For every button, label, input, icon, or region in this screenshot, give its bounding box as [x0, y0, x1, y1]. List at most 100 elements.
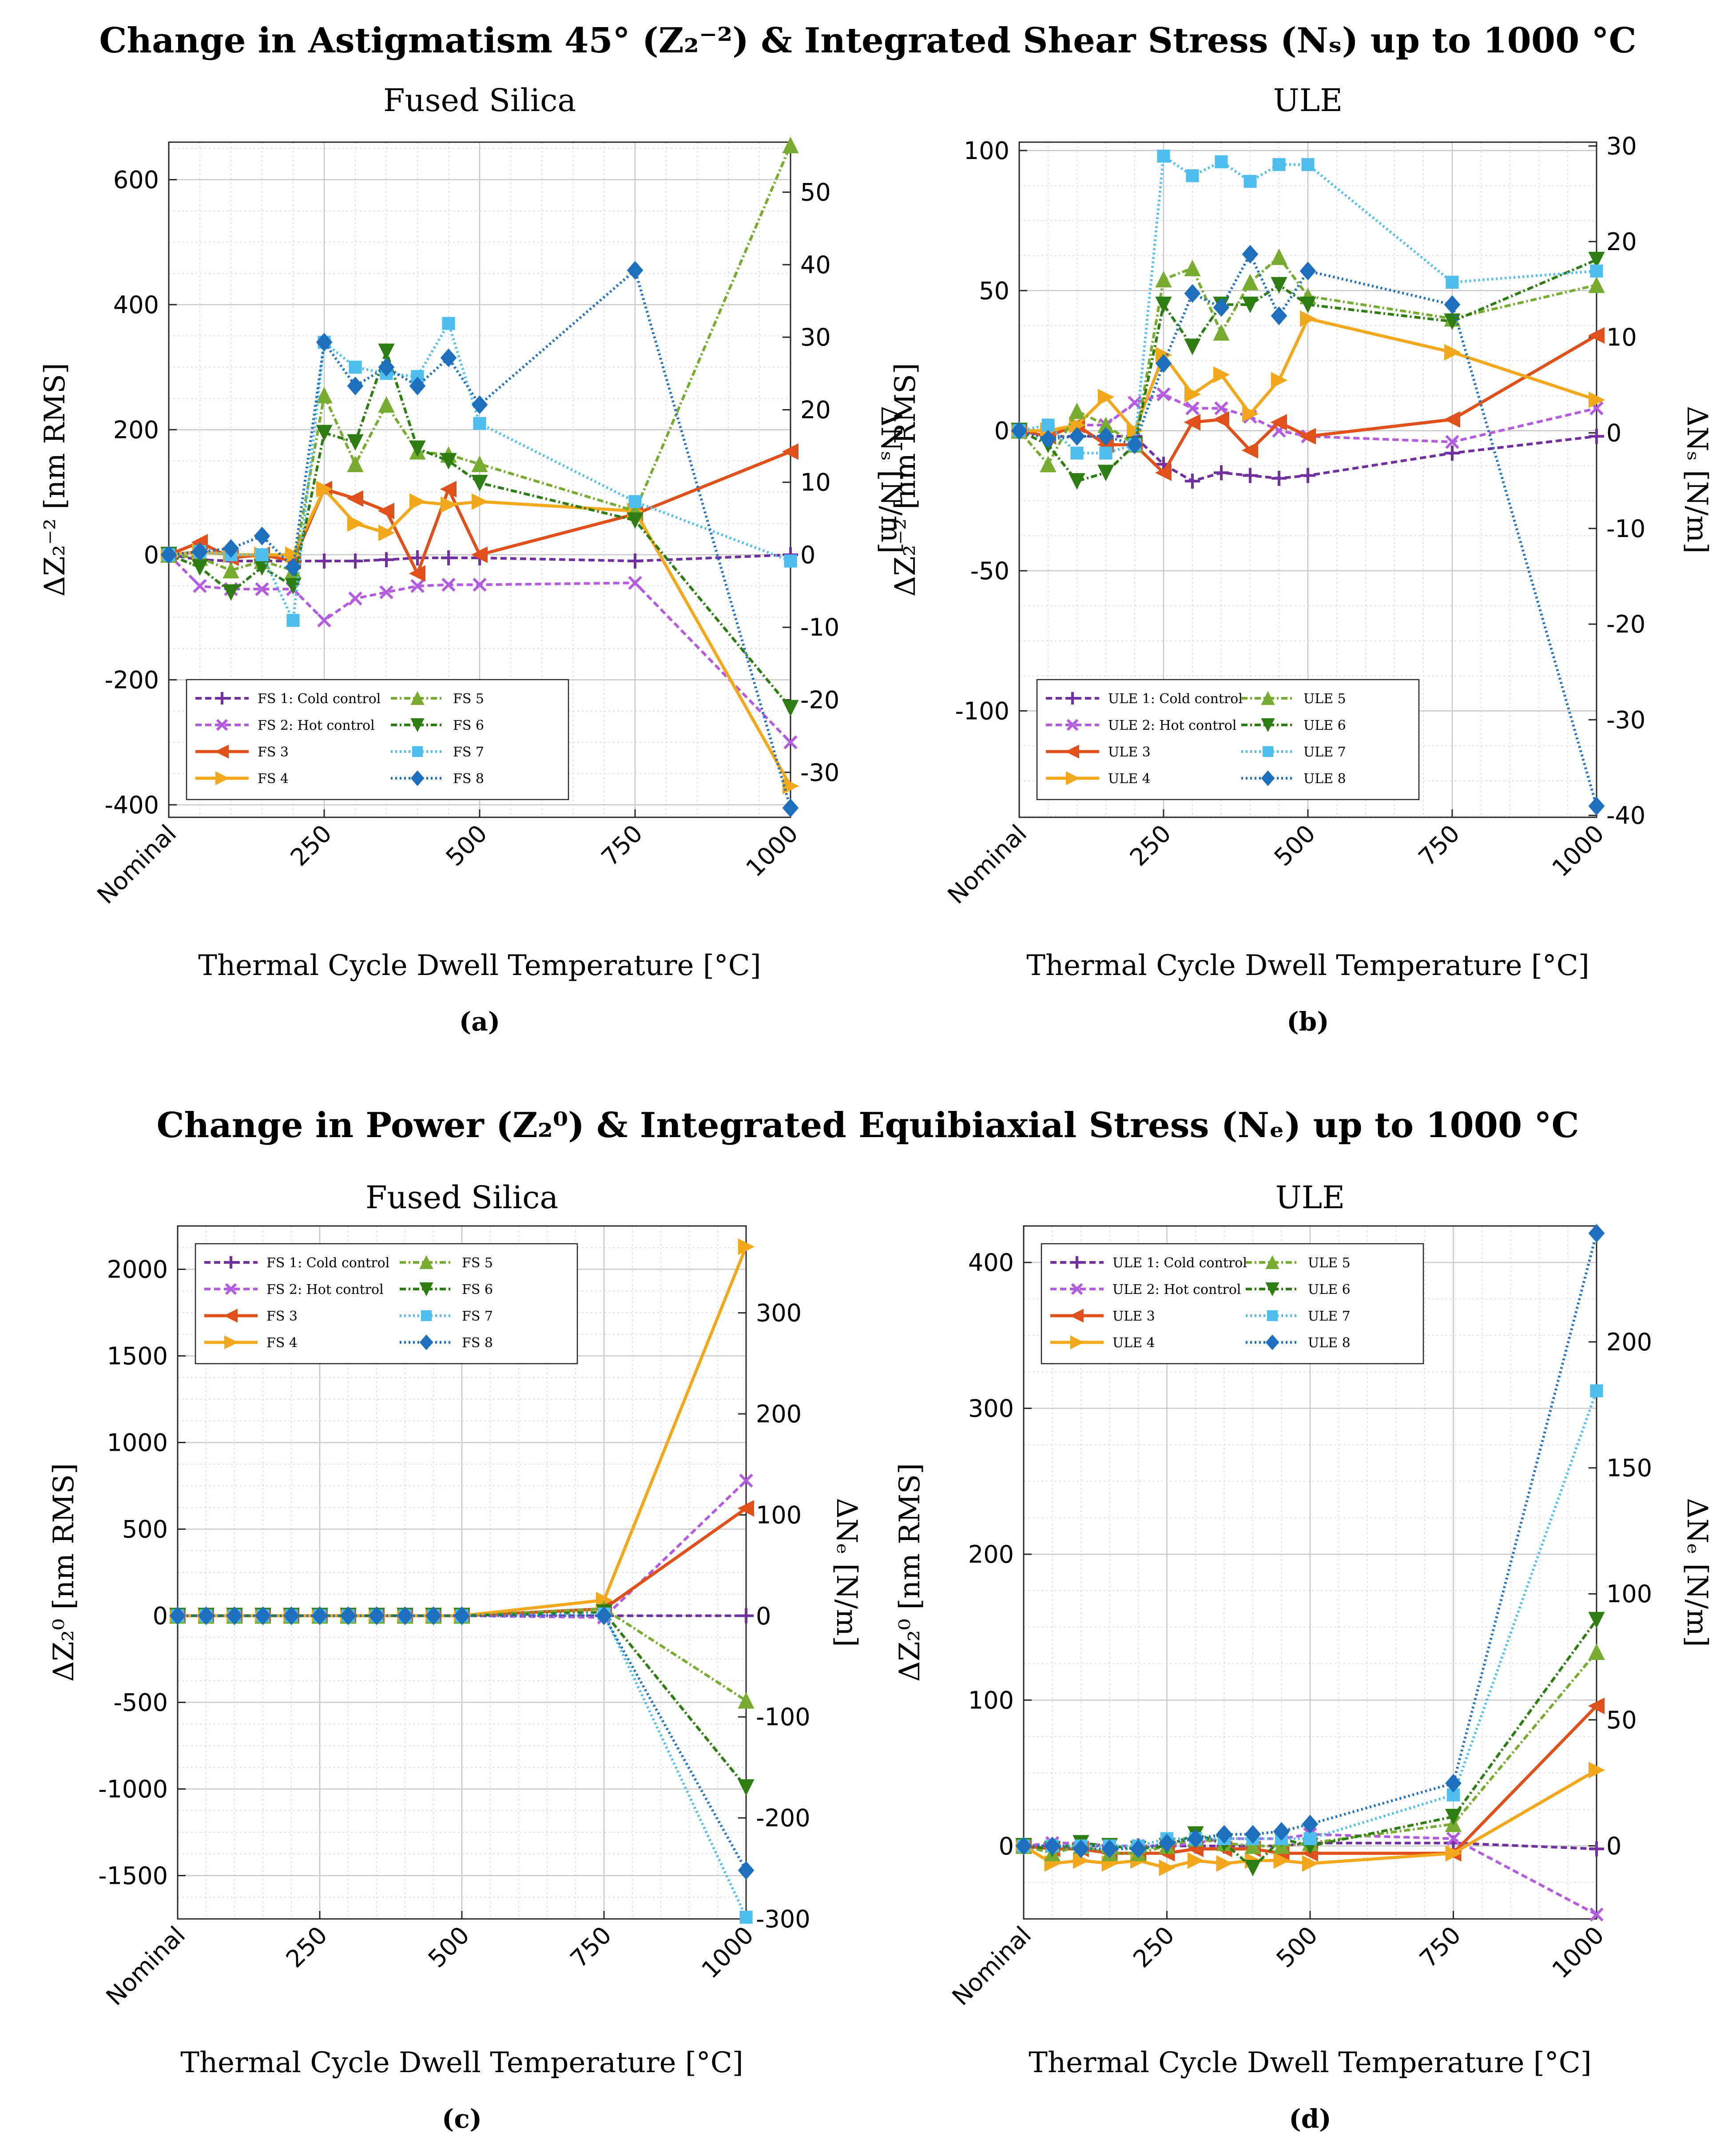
data-point — [348, 591, 362, 606]
y2-tick-label: -300 — [756, 1905, 810, 1933]
y2-tick-label: -10 — [800, 613, 839, 641]
data-point — [738, 1692, 755, 1709]
legend-marker — [421, 1310, 432, 1321]
legend-marker — [419, 1255, 433, 1269]
data-point — [1303, 1832, 1317, 1845]
y-tick-label: -50 — [970, 557, 1009, 585]
y2-tick-label: 20 — [800, 396, 831, 424]
series-6 — [1011, 251, 1605, 490]
legend-box — [186, 679, 569, 800]
data-point — [1097, 465, 1114, 482]
data-point — [782, 136, 799, 154]
data-point — [1299, 296, 1316, 314]
legend-box — [1041, 1243, 1424, 1365]
data-point — [628, 495, 642, 508]
series-8 — [1011, 245, 1605, 816]
data-point — [1044, 1836, 1061, 1855]
legend-entry: FS 1: Cold control — [258, 691, 381, 707]
data-point — [346, 490, 363, 507]
y2-tick-label: 0 — [800, 541, 815, 569]
data-point — [1070, 446, 1084, 460]
data-point — [316, 481, 333, 497]
legend-marker — [419, 1334, 433, 1350]
legend-marker — [216, 719, 228, 731]
legend-entry: ULE 3 — [1112, 1309, 1155, 1324]
x-tick-label: 500 — [423, 1921, 475, 1973]
chart-panel-c: -1500-1000-5000500100015002000-300-200-1… — [48, 1179, 863, 2134]
y-axis-label: ΔZ₂⁰ [nm RMS] — [48, 1463, 80, 1682]
data-point — [1214, 465, 1229, 481]
data-point — [411, 370, 424, 383]
y-tick-label: 200 — [113, 416, 159, 444]
data-point — [285, 557, 302, 577]
x-axis-label: Thermal Cycle Dwell Temperature [°C] — [1029, 2046, 1591, 2079]
data-point — [1155, 464, 1172, 481]
data-point — [317, 553, 332, 569]
legend-entry: FS 4 — [266, 1335, 298, 1351]
data-point — [1588, 251, 1605, 269]
legend-marker — [1066, 771, 1080, 785]
y2-axis-label: ΔNₛ [N/m] — [874, 406, 907, 553]
panel-title: Fused Silica — [383, 82, 576, 119]
x-tick-label: 500 — [1269, 820, 1321, 872]
y2-tick-label: 100 — [756, 1501, 802, 1529]
y2-axis-label: ΔNₑ [N/m] — [1680, 1498, 1713, 1647]
data-point — [1302, 1815, 1319, 1834]
data-point — [1073, 1839, 1089, 1858]
data-point — [1270, 414, 1287, 431]
legend-marker — [410, 770, 425, 786]
x-tick-label: 750 — [596, 820, 648, 872]
data-point — [738, 1779, 755, 1796]
data-point — [368, 1606, 385, 1625]
data-point — [1589, 429, 1604, 444]
legend-entry: FS 7 — [462, 1309, 493, 1324]
legend-entry: ULE 8 — [1303, 771, 1346, 787]
data-point — [379, 552, 394, 568]
data-point — [1302, 1855, 1319, 1872]
y-tick-label: 0 — [153, 1602, 168, 1630]
legend-entry: ULE 6 — [1308, 1282, 1351, 1297]
y2-tick-label: 0 — [1606, 419, 1621, 447]
data-point — [191, 542, 208, 561]
data-point — [1159, 1859, 1176, 1876]
data-point — [627, 512, 644, 529]
legend-entry: FS 2: Hot control — [266, 1282, 384, 1297]
data-point — [1446, 275, 1459, 289]
data-point — [1590, 1384, 1603, 1397]
y2-tick-label: 0 — [756, 1602, 771, 1630]
y-tick-label: 1000 — [107, 1429, 168, 1457]
data-point — [782, 798, 799, 817]
data-point — [1588, 1224, 1605, 1243]
y-tick-label: 400 — [113, 291, 159, 319]
data-point — [739, 1910, 753, 1924]
x-tick-label: 500 — [441, 820, 493, 872]
data-point — [472, 493, 489, 510]
data-point — [471, 475, 488, 492]
data-point — [1446, 1831, 1461, 1846]
x-axis-label: Thermal Cycle Dwell Temperature [°C] — [180, 2046, 743, 2079]
legend-marker — [1265, 1282, 1279, 1297]
data-point — [378, 396, 395, 413]
legend-marker — [1069, 1309, 1084, 1323]
data-point — [222, 584, 239, 601]
data-point — [1242, 296, 1259, 314]
y-tick-label: 50 — [979, 277, 1009, 305]
y-tick-label: 100 — [968, 1686, 1014, 1714]
x-tick-label: 250 — [1124, 820, 1176, 872]
legend-marker — [1267, 1310, 1278, 1321]
data-point — [1271, 277, 1287, 294]
data-point — [471, 546, 488, 563]
data-point — [739, 1608, 754, 1624]
legend-entry: FS 3 — [266, 1309, 298, 1324]
data-point — [1155, 354, 1172, 373]
legend-marker — [419, 1282, 433, 1297]
data-point — [1242, 245, 1259, 264]
data-point — [1126, 435, 1143, 454]
legend-marker — [1071, 1283, 1083, 1295]
data-point — [1300, 468, 1315, 483]
data-point — [1588, 1697, 1605, 1715]
legend-marker — [223, 1309, 238, 1323]
data-point — [1271, 248, 1287, 265]
data-point — [347, 376, 364, 395]
data-point — [596, 1606, 612, 1625]
